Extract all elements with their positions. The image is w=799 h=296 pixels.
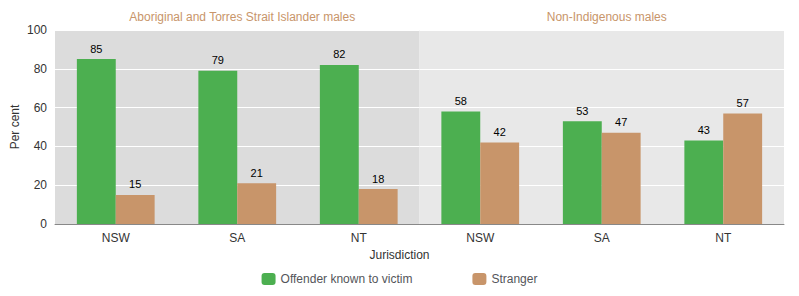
svg-text:Aboriginal and Torres Strait I: Aboriginal and Torres Strait Islander ma… — [129, 10, 355, 24]
svg-text:Offender known to victim: Offender known to victim — [281, 272, 413, 286]
svg-text:85: 85 — [90, 43, 102, 55]
svg-text:57: 57 — [737, 97, 749, 109]
svg-text:Stranger: Stranger — [491, 272, 537, 286]
svg-text:NT: NT — [351, 231, 368, 245]
svg-text:47: 47 — [615, 116, 627, 128]
svg-text:43: 43 — [698, 124, 710, 136]
svg-text:58: 58 — [455, 95, 467, 107]
svg-text:SA: SA — [229, 231, 245, 245]
svg-text:40: 40 — [34, 139, 48, 153]
svg-text:21: 21 — [251, 167, 263, 179]
svg-text:Non-Indigenous males: Non-Indigenous males — [547, 10, 667, 24]
svg-text:100: 100 — [27, 23, 47, 37]
svg-text:0: 0 — [40, 217, 47, 231]
svg-text:Jurisdiction: Jurisdiction — [369, 248, 429, 262]
svg-text:NSW: NSW — [102, 231, 131, 245]
svg-text:82: 82 — [333, 48, 345, 60]
svg-text:80: 80 — [34, 62, 48, 76]
svg-text:NSW: NSW — [466, 231, 495, 245]
svg-text:NT: NT — [715, 231, 732, 245]
svg-text:15: 15 — [129, 178, 141, 190]
svg-text:60: 60 — [34, 101, 48, 115]
svg-text:20: 20 — [34, 178, 48, 192]
svg-text:42: 42 — [494, 126, 506, 138]
svg-text:18: 18 — [372, 173, 384, 185]
svg-text:Per cent: Per cent — [8, 104, 22, 149]
svg-text:SA: SA — [594, 231, 610, 245]
svg-text:53: 53 — [576, 105, 588, 117]
svg-text:79: 79 — [212, 54, 224, 66]
